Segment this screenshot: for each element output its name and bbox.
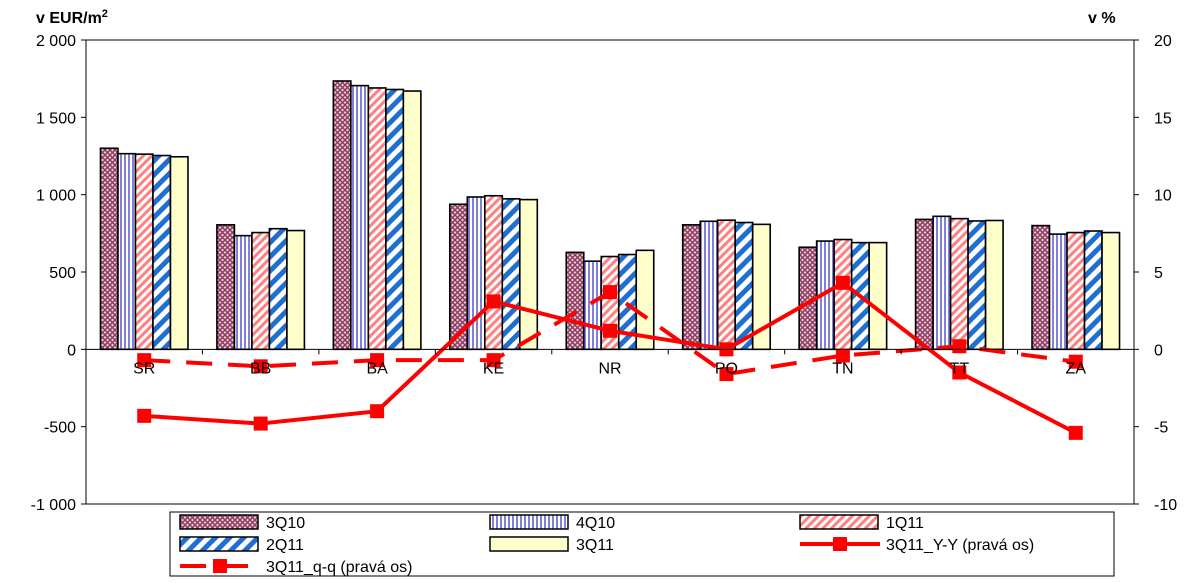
bar-3q11-ba xyxy=(402,90,422,351)
right-axis-tick-label: 20 xyxy=(1154,33,1172,50)
left-axis-tick-label: 500 xyxy=(49,265,76,282)
bar-3q10-po xyxy=(681,224,701,351)
marker-q-q-tt xyxy=(952,339,967,354)
bar-4q10-ke xyxy=(466,196,486,351)
bar-2q11-sr xyxy=(152,154,172,351)
category-label-po: PO xyxy=(715,360,738,377)
legend-label-2q11: 2Q11 xyxy=(266,537,304,554)
right-axis-tick-label: 5 xyxy=(1154,265,1163,282)
marker-y-y-tt xyxy=(952,365,967,380)
marker-q-q-tn xyxy=(835,348,850,363)
bar-4q10-bb xyxy=(233,234,253,351)
bar-1q11-ba xyxy=(367,87,387,351)
bar-1q11-ke xyxy=(484,194,504,351)
legend-label-3q11-y-y-prav-os: 3Q11_Y-Y (pravá os) xyxy=(886,537,1034,554)
marker-y-y-ke xyxy=(486,294,501,309)
bar-3q11-tt xyxy=(984,219,1004,351)
marker-y-y-ba xyxy=(370,404,385,419)
right-axis-tick-label: -10 xyxy=(1154,497,1177,514)
category-label-ba: BA xyxy=(366,360,388,377)
left-axis-title: v EUR/m2 xyxy=(36,8,108,27)
marker-q-q-ke xyxy=(486,353,501,368)
category-label-ke: KE xyxy=(483,360,504,377)
category-label-nr: NR xyxy=(598,360,621,377)
legend-swatch-2q11 xyxy=(179,536,259,552)
marker-y-y-sr xyxy=(137,408,152,423)
left-axis-tick-label: 1 000 xyxy=(36,188,76,205)
bar-1q11-tt xyxy=(949,217,969,351)
right-axis-title: v % xyxy=(1088,10,1116,27)
bar-3q11-za xyxy=(1101,231,1121,351)
marker-q-q-nr xyxy=(603,285,617,300)
legend-swatch-3q11 xyxy=(489,536,569,552)
left-axis-tick-label: 1 500 xyxy=(36,110,76,127)
bar-3q10-bb xyxy=(216,224,236,351)
bar-1q11-bb xyxy=(251,231,271,351)
marker-q-q-za xyxy=(1068,354,1083,369)
bar-3q11-sr xyxy=(169,155,189,351)
bar-2q11-bb xyxy=(268,227,288,351)
right-axis-tick-label: -5 xyxy=(1154,420,1168,437)
right-axis-tick-label: 10 xyxy=(1154,188,1172,205)
bar-3q10-za xyxy=(1031,224,1051,351)
bar-3q11-tn xyxy=(868,241,888,351)
marker-y-y-nr xyxy=(603,323,617,338)
marker-y-y-tn xyxy=(835,275,850,290)
marker-q-q-sr xyxy=(137,353,152,368)
bar-4q10-za xyxy=(1048,233,1068,351)
bar-3q10-nr xyxy=(565,251,585,351)
marker-q-q-bb xyxy=(253,359,268,374)
legend-swatch-4q10 xyxy=(489,514,569,530)
left-axis-tick-label: 0 xyxy=(67,342,76,359)
bar-2q11-ba xyxy=(385,88,405,351)
legend-swatch-1q11 xyxy=(799,514,879,530)
category-label-sr: SR xyxy=(133,360,155,377)
legend-label-4q10: 4Q10 xyxy=(576,515,615,532)
bar-1q11-tn xyxy=(833,238,853,351)
bar-2q11-za xyxy=(1083,230,1103,351)
bar-1q11-sr xyxy=(134,153,154,351)
bar-4q10-tt xyxy=(932,215,952,351)
category-label-tn: TN xyxy=(832,360,853,377)
legend-marker-3q11-q-q-prav-os xyxy=(213,559,227,573)
legend-label-3q11-q-q-prav-os: 3Q11_q-q (pravá os) xyxy=(266,559,412,576)
bar-3q10-sr xyxy=(99,147,119,351)
left-axis-title-superscript: 2 xyxy=(102,8,108,20)
bar-2q11-ke xyxy=(501,198,521,351)
right-axis-tick-label: 0 xyxy=(1154,342,1163,359)
right-axis-tick-label: 15 xyxy=(1154,110,1172,127)
left-axis-tick-label: 2 000 xyxy=(36,33,76,50)
legend-box xyxy=(169,511,1115,577)
bar-3q10-tt xyxy=(914,218,934,351)
bar-2q11-tt xyxy=(967,220,987,351)
marker-y-y-bb xyxy=(253,416,268,431)
marker-y-y-za xyxy=(1068,425,1083,440)
legend-label-1q11: 1Q11 xyxy=(886,515,924,532)
bar-3q11-bb xyxy=(286,229,306,351)
bar-2q11-po xyxy=(734,221,754,351)
bar-3q10-ba xyxy=(332,80,352,351)
bar-3q11-ke xyxy=(519,198,539,351)
bar-1q11-po xyxy=(716,219,736,351)
category-label-za: ZA xyxy=(1066,360,1087,377)
bar-4q10-sr xyxy=(117,152,137,351)
category-label-tt: TT xyxy=(950,360,970,377)
legend-swatch-3q10 xyxy=(179,514,259,530)
marker-q-q-ba xyxy=(370,353,385,368)
left-axis-tick-label: -1 000 xyxy=(31,497,76,514)
bar-1q11-za xyxy=(1066,231,1086,351)
legend-marker-3q11-y-y-prav-os xyxy=(833,537,847,551)
legend-label-3q11: 3Q11 xyxy=(576,537,614,554)
bar-4q10-ba xyxy=(350,84,370,351)
marker-q-q-po xyxy=(719,367,734,382)
bar-4q10-po xyxy=(699,220,719,351)
left-axis-tick-label: -500 xyxy=(44,420,76,437)
legend-label-3q10: 3Q10 xyxy=(266,515,305,532)
category-label-bb: BB xyxy=(250,360,271,377)
bar-4q10-nr xyxy=(582,260,603,351)
